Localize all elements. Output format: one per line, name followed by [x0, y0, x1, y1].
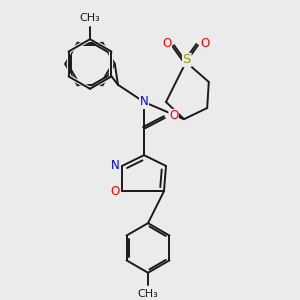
- Text: O: O: [201, 37, 210, 50]
- Text: O: O: [162, 37, 171, 50]
- Text: CH₃: CH₃: [80, 14, 100, 23]
- Text: N: N: [110, 160, 119, 172]
- Text: CH₃: CH₃: [138, 289, 158, 298]
- Text: O: O: [169, 110, 178, 122]
- Text: N: N: [140, 95, 148, 109]
- Text: O: O: [110, 185, 119, 198]
- Text: S: S: [183, 53, 191, 67]
